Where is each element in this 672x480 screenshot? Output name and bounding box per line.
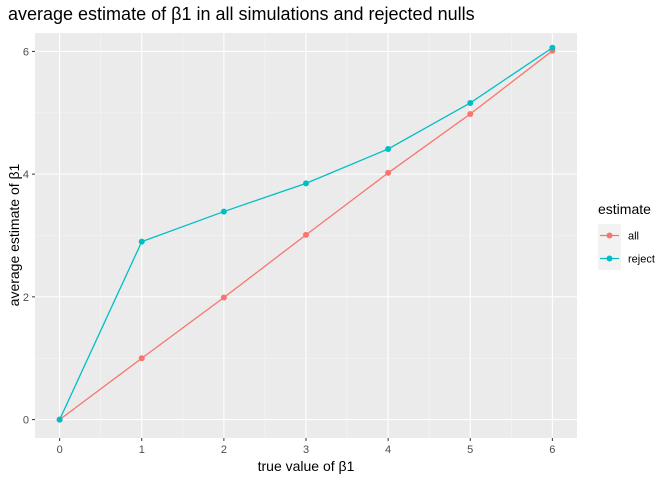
- y-tick-label: 4: [23, 169, 29, 181]
- x-tick-label: 2: [221, 444, 227, 456]
- grid-major: [35, 33, 577, 438]
- x-tick-label: 4: [385, 444, 391, 456]
- legend-key-point: [606, 232, 613, 239]
- legend-label-all: all: [628, 231, 639, 243]
- x-tick-label: 6: [549, 444, 555, 456]
- x-tick-label: 1: [139, 444, 145, 456]
- series-layer: [56, 44, 556, 423]
- x-tick-label: 5: [467, 444, 473, 456]
- y-axis-title: average estimate of β1: [6, 163, 22, 306]
- data-point-reject: [56, 416, 63, 423]
- data-point-all: [303, 231, 309, 238]
- data-point-all: [220, 294, 227, 301]
- grid-minor: [35, 33, 577, 438]
- data-point-reject: [385, 145, 392, 152]
- data-point-reject: [303, 180, 309, 187]
- legend-key-point: [606, 255, 613, 262]
- data-point-all: [385, 169, 392, 176]
- x-tick-label: 0: [57, 444, 63, 456]
- legend-label-reject: reject: [628, 254, 655, 266]
- legend: estimate all reject: [598, 201, 655, 270]
- y-tick-label: 0: [23, 415, 29, 427]
- data-point-reject: [220, 208, 227, 215]
- y-axis-ticks: 0 2 4 6: [23, 46, 35, 427]
- data-point-reject: [549, 44, 556, 51]
- data-point-all: [138, 355, 145, 362]
- x-axis-title: true value of β1: [258, 458, 355, 474]
- x-tick-label: 3: [303, 444, 309, 456]
- y-tick-label: 2: [23, 292, 29, 304]
- chart-title: average estimate of β1 in all simulation…: [8, 4, 475, 24]
- legend-title: estimate: [598, 201, 651, 217]
- data-point-reject: [138, 238, 145, 245]
- y-tick-label: 6: [23, 46, 29, 58]
- data-point-all: [467, 111, 474, 117]
- x-axis-ticks: 0 1 2 3 4 5 6: [57, 438, 555, 456]
- data-point-reject: [467, 99, 474, 106]
